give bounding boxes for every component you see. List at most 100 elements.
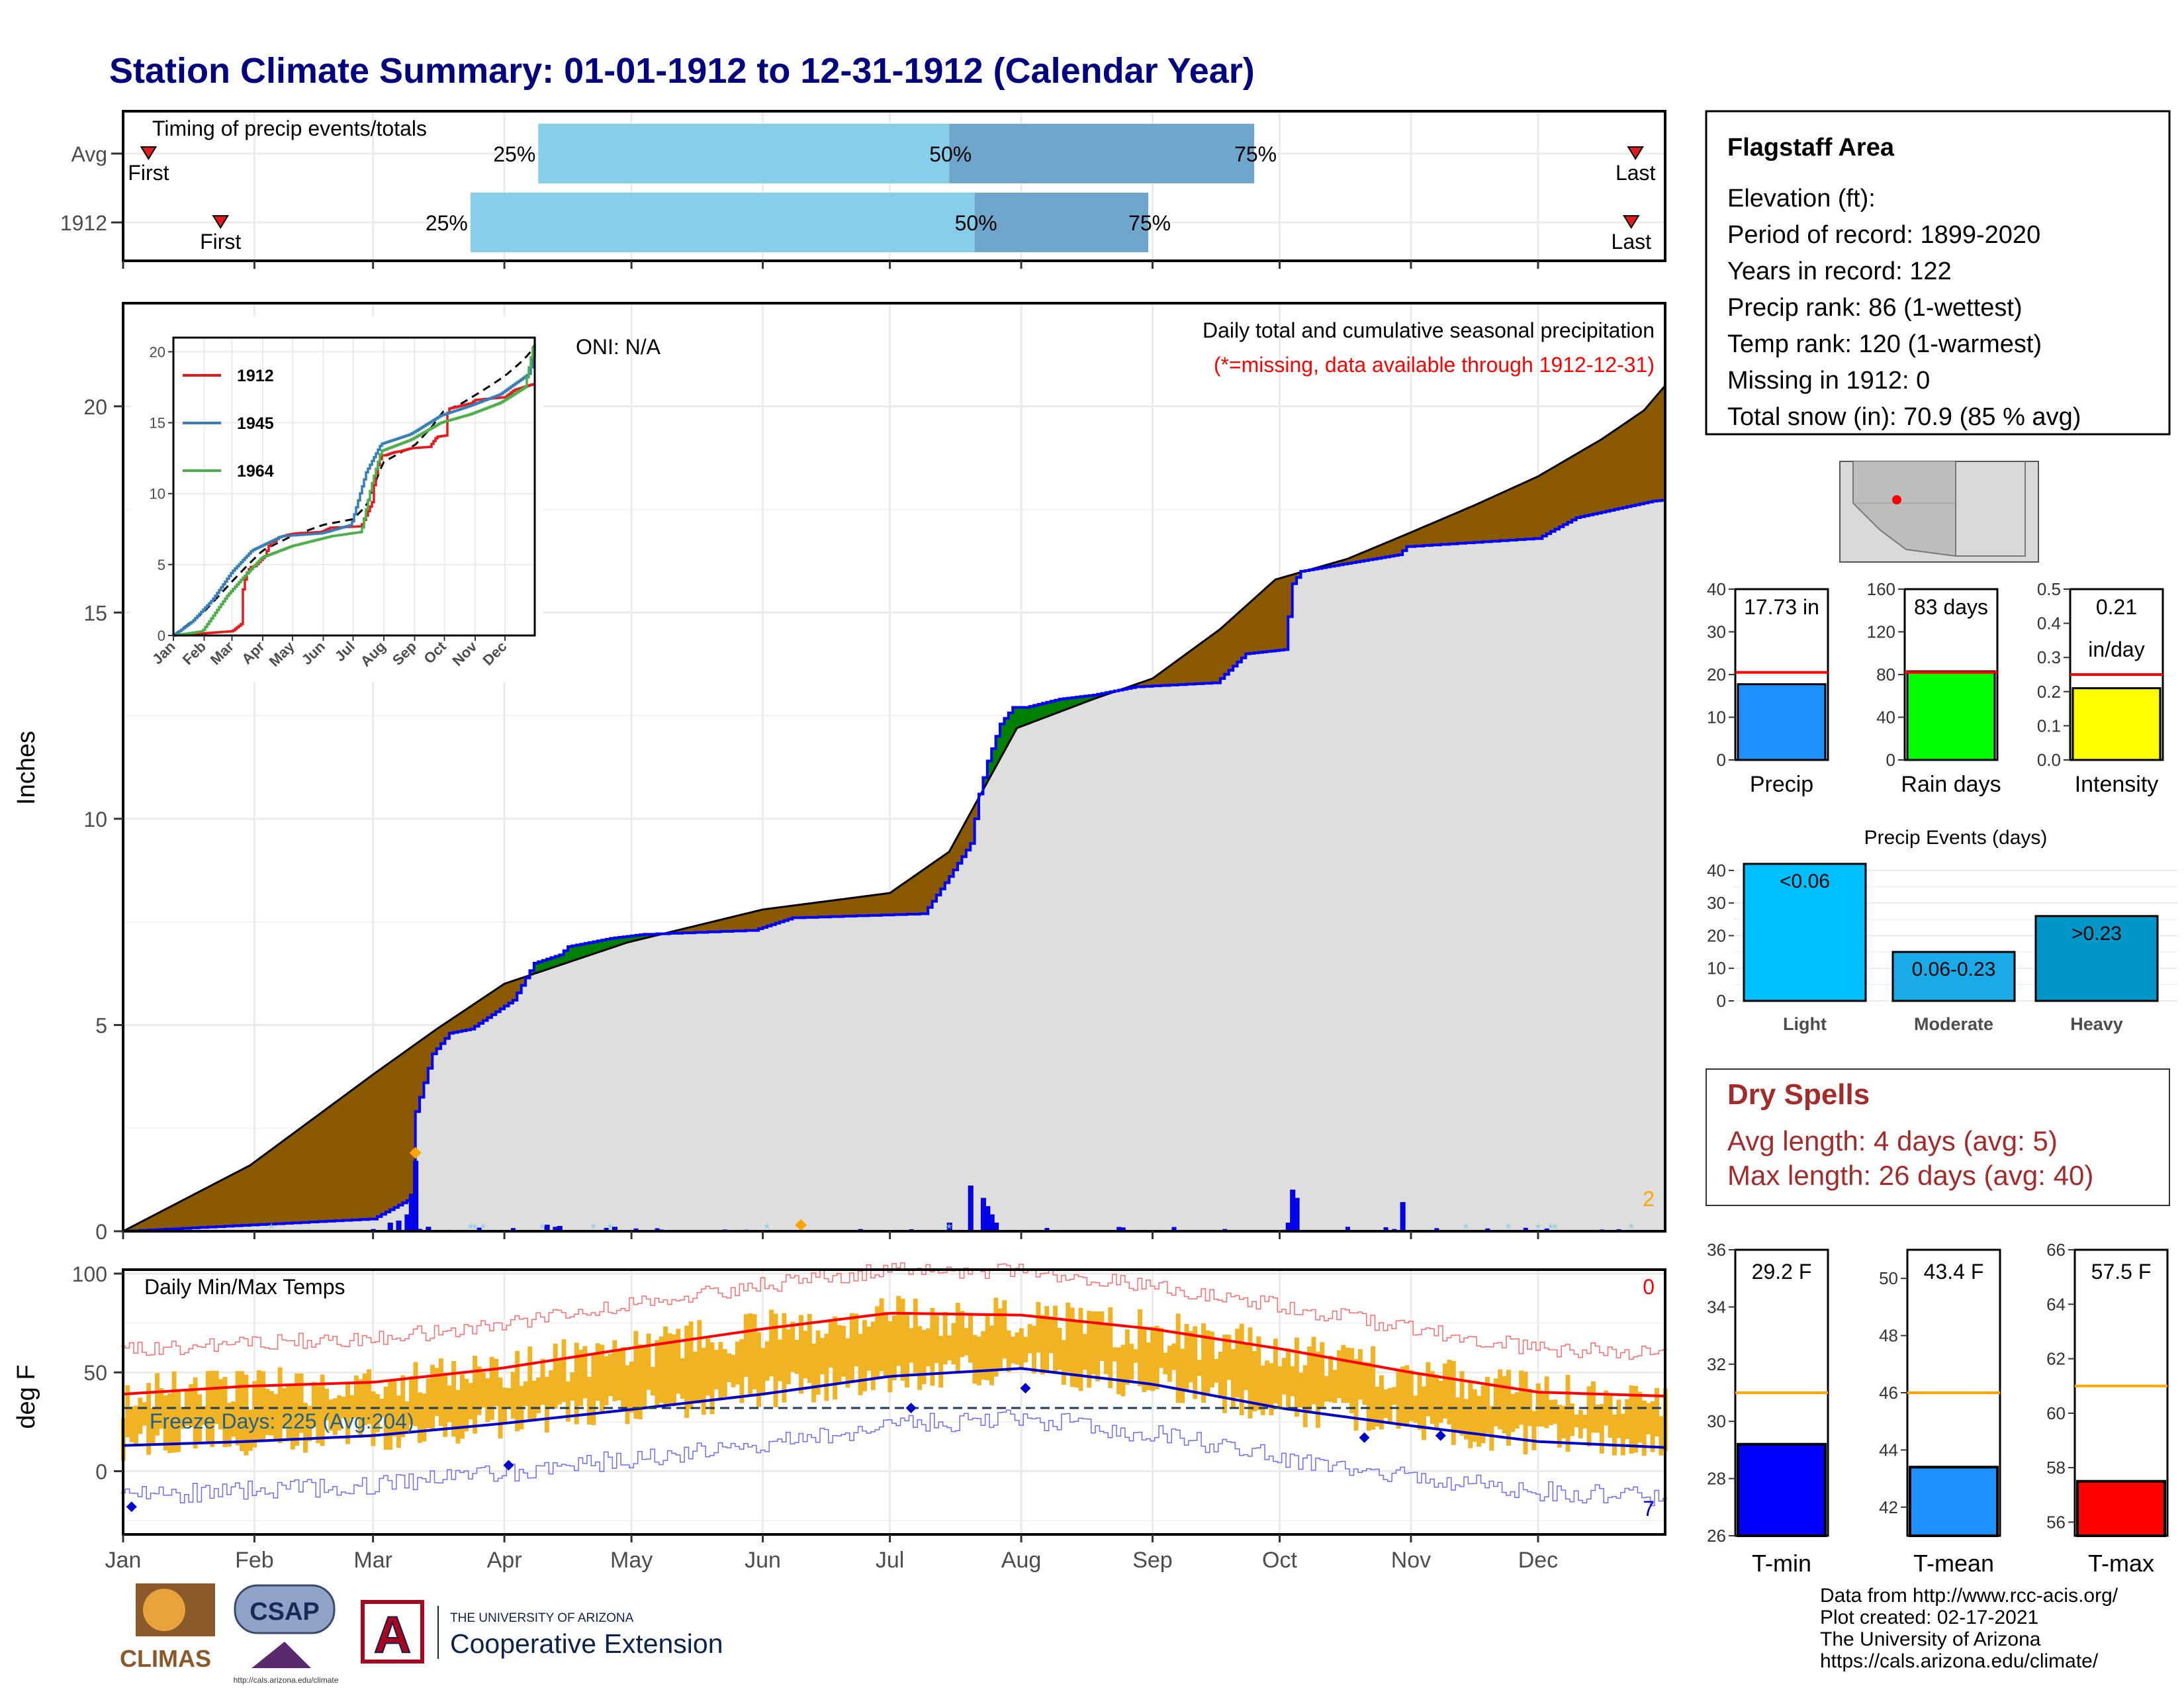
daily-temp-bar (337, 1395, 342, 1430)
daily-temp-bar (1286, 1348, 1291, 1411)
precip-y-tick-label: 5 (95, 1013, 107, 1037)
mini-bar-tick-label: 30 (1707, 622, 1726, 642)
daily-temp-bar (1477, 1395, 1482, 1447)
inset-series-line (173, 344, 536, 637)
temp-bar-tick-label: 56 (2046, 1512, 2066, 1532)
inset-y-tick-label: 10 (150, 486, 165, 502)
daily-temp-bar (1248, 1327, 1253, 1419)
mini-bar-tick-label: 0.4 (2037, 614, 2061, 633)
daily-temp-bar (1472, 1389, 1477, 1442)
daily-temp-bar (1260, 1365, 1265, 1415)
daily-temp-bar (968, 1315, 974, 1363)
record-low-line (120, 1409, 1668, 1507)
daily-temp-bar (1345, 1347, 1350, 1403)
dry-spells-line: Avg length: 4 days (avg: 5) (1727, 1125, 2058, 1156)
daily-temp-bar (905, 1315, 909, 1388)
station-name: Flagstaff Area (1727, 134, 1895, 162)
month-label: Jan (105, 1548, 142, 1573)
daily-temp-bar (1053, 1305, 1058, 1374)
daily-temp-bar (464, 1378, 469, 1432)
timing-row-label: 1912 (60, 211, 107, 235)
daily-temp-bar (1193, 1326, 1198, 1399)
last-marker-icon (1623, 215, 1640, 229)
mini-bar-value (1737, 683, 1827, 761)
daily-temp-bar (604, 1356, 609, 1406)
temp-bar-label: T-min (1752, 1550, 1811, 1577)
daily-temp-bar (1328, 1355, 1334, 1403)
daily-temp-bar (1569, 1403, 1574, 1436)
daily-temp-bar (506, 1387, 512, 1409)
temp-bar-value-label: 57.5 F (2091, 1260, 2152, 1284)
daily-temp-bar (837, 1325, 842, 1383)
daily-temp-bar (167, 1393, 173, 1454)
daily-temp-bar (743, 1314, 749, 1377)
daily-temp-bar (811, 1343, 817, 1403)
snow-marker: * (1552, 1221, 1558, 1237)
freeze-days-label: Freeze Days: 225 (Avg:204) (150, 1409, 414, 1433)
daily-temp-bar (197, 1394, 203, 1443)
daily-temp-bar (269, 1391, 274, 1436)
daily-temp-bar (1595, 1405, 1600, 1433)
precip-event-bar-label: <0.06 (1780, 870, 1830, 892)
daily-temp-bar (1535, 1383, 1541, 1427)
mini-bar-tick-label: 80 (1876, 665, 1895, 684)
daily-temp-bar (1417, 1373, 1422, 1430)
daily-temp-bar (480, 1372, 486, 1408)
daily-temp-bar (1459, 1371, 1465, 1436)
daily-temp-bar (595, 1343, 600, 1401)
daily-precip-bar (477, 1227, 482, 1231)
month-label: Jun (745, 1548, 781, 1573)
daily-temp-bar (642, 1347, 647, 1407)
daily-temp-bar (1489, 1406, 1494, 1451)
daily-temp-bar (324, 1388, 330, 1421)
mini-bar-tick-label: 0.2 (2037, 682, 2061, 702)
daily-temp-bar (1120, 1344, 1126, 1397)
temp-bar-tick-label: 42 (1879, 1497, 1898, 1517)
daily-temp-bar (235, 1371, 240, 1446)
snow-marker: * (539, 1221, 545, 1237)
inset-background (131, 316, 543, 682)
temp-bar-tick-label: 50 (1879, 1268, 1898, 1288)
inset-legend-label: 1945 (237, 414, 274, 433)
daily-temp-bar (1650, 1401, 1655, 1452)
daily-temp-bar (790, 1321, 796, 1372)
daily-temp-bar (1188, 1331, 1193, 1383)
daily-precip-bar (1400, 1201, 1406, 1232)
observed-cumulative-line (123, 498, 1666, 1233)
daily-temp-bar (692, 1351, 698, 1403)
daily-temp-bar (367, 1369, 372, 1425)
inset-y-tick-label: 5 (158, 557, 165, 573)
daily-temp-bar (1298, 1372, 1304, 1408)
precip-event-category: Heavy (2070, 1014, 2123, 1034)
daily-temp-bar (841, 1325, 846, 1377)
daily-temp-bar (417, 1392, 422, 1443)
daily-temp-bar (1468, 1382, 1473, 1448)
daily-temp-bar (739, 1339, 745, 1403)
daily-temp-bar (926, 1328, 931, 1367)
daily-temp-bar (909, 1328, 914, 1363)
mini-bar-tick-label: 120 (1867, 622, 1895, 642)
mini-bar-value (2071, 687, 2161, 761)
daily-temp-bar (1044, 1306, 1050, 1372)
temp-y-label: deg F (13, 1364, 40, 1429)
daily-temp-bar (1578, 1409, 1583, 1438)
csap-logo-text: CSAP (250, 1598, 320, 1626)
daily-temp-bar (803, 1331, 808, 1379)
precip-frame (122, 302, 1666, 1233)
annual-summary-bars: 17.73 in 0 10 20 30 40 Precip 83 days 0 40 80 120 16… (1707, 579, 2164, 797)
daily-temp-bar (434, 1368, 439, 1416)
temp-y-tick-label: 0 (95, 1460, 107, 1483)
daily-precip-bar (1383, 1227, 1388, 1231)
record-low-marker-icon (1359, 1432, 1370, 1443)
daily-temp-bar (138, 1397, 143, 1434)
daily-temp-bar (659, 1336, 664, 1403)
snow-marker: * (472, 1221, 478, 1237)
daily-temp-bar (1633, 1385, 1638, 1453)
temp-bar-tick-label: 26 (1707, 1526, 1726, 1546)
daily-temp-bar (1392, 1387, 1397, 1405)
daily-temp-bar (828, 1319, 833, 1368)
daily-temp-bar (1353, 1358, 1359, 1431)
station-info-line: Precip rank: 86 (1-wettest) (1727, 294, 2023, 322)
events-y-tick-label: 30 (1707, 893, 1726, 913)
daily-temp-bar (705, 1338, 711, 1396)
